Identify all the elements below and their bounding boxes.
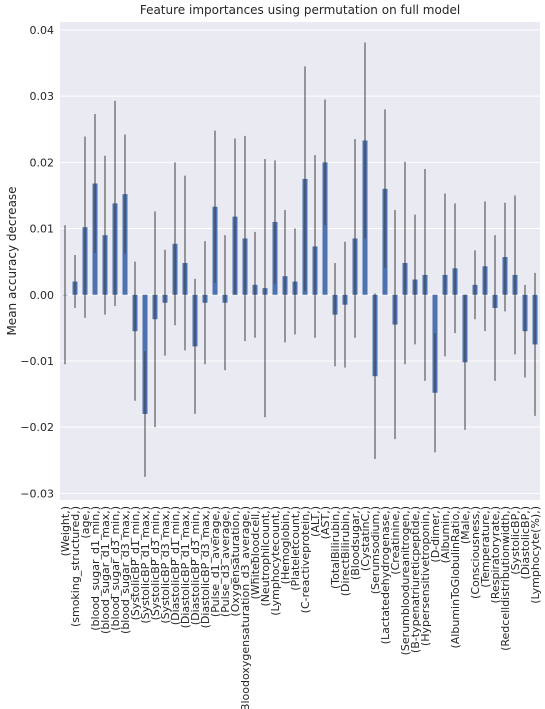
x-tick-label: (Whitebloodcell,) xyxy=(249,506,262,599)
x-tick-label: (DiastolicBP,) xyxy=(519,506,532,579)
x-tick-label: (blood_sugar_d1_min,) xyxy=(89,506,102,631)
x-tick-label: (CystatinC,) xyxy=(359,506,372,571)
x-tick-label: (Hemoglobin,) xyxy=(279,506,292,584)
x-tick-label: (Hypersensitivetroponin,) xyxy=(419,506,432,646)
x-tick-label: (Lactatedehydrogenase,) xyxy=(379,506,392,644)
x-tick-label: (blood_sugar_d3_max,) xyxy=(119,506,132,634)
x-tick-label: (ALT,) xyxy=(309,506,322,537)
x-tick-label: (Pulse_d3_average,) xyxy=(219,506,232,617)
x-tick-label: (AST,) xyxy=(319,506,332,539)
y-tick-label: −0.02 xyxy=(20,421,54,434)
x-tick-label: (Albumin,) xyxy=(439,506,452,563)
y-tick-label: −0.01 xyxy=(20,355,54,368)
x-tick-label: (Neutrophilcount,) xyxy=(259,506,272,606)
x-tick-label: (Lymphocytecount,) xyxy=(269,506,282,616)
x-tick-label: (TotalBilirubin,) xyxy=(329,506,342,589)
x-tick-label: (Bloodsugar,) xyxy=(349,506,362,580)
y-tick-label: 0.01 xyxy=(30,223,55,236)
x-tick-label: (Male,) xyxy=(459,506,472,544)
x-tick-label: (SystolicBP_d1_max,) xyxy=(139,506,152,624)
y-tick-label: 0.02 xyxy=(30,156,55,169)
x-tick-label: (Plateletcount,) xyxy=(289,506,302,591)
x-tick-label: (SystolicBP_d1_min,) xyxy=(129,506,142,620)
x-tick-label: (Redcelldistributionwidth,) xyxy=(499,506,512,651)
x-tick-label: (AlbuminToGlobulinRatio,) xyxy=(449,506,462,649)
x-tick-label: (Respiratoryrate,) xyxy=(489,506,502,603)
x-tick-label: (C-reactiveprotein,) xyxy=(299,506,312,613)
x-tick-label: (blood_sugar_d3_min,) xyxy=(109,506,122,631)
x-tick-label: (DirectBilirubin,) xyxy=(339,506,352,596)
x-tick-label: (D-dimer,) xyxy=(429,506,442,563)
x-tick-label: (Creatinine,) xyxy=(389,506,402,575)
x-tick-label: (Weight,) xyxy=(59,506,72,556)
x-tick-label: (SystolicBP_d3_max,) xyxy=(159,506,172,624)
x-tick-label: (Consciousness,) xyxy=(469,506,482,599)
x-tick-label: (DiastolicBP_d1_min,) xyxy=(169,506,182,625)
y-tick-label: 0.03 xyxy=(30,90,55,103)
x-tick-label: (smoking_structured,) xyxy=(69,506,82,627)
x-tick-label: (DiastolicBP_d1_max,) xyxy=(179,506,192,628)
x-tick-label: (DiastolicBP_d3_max,) xyxy=(199,506,212,628)
x-tick-label: (Oxygensaturation,) xyxy=(229,506,242,617)
plot-area xyxy=(60,22,540,500)
y-tick-label: 0.04 xyxy=(30,24,55,37)
x-tick-label: (Serumbloodureanitrogen,) xyxy=(399,506,412,655)
x-tick-label: (Lymphocyte(%),) xyxy=(529,506,542,604)
y-tick-label: −0.03 xyxy=(20,487,54,500)
x-tick-label: (blood_sugar_d1_max,) xyxy=(99,506,112,634)
x-tick-label: (Bloodoxygensaturation_d3_average,) xyxy=(239,506,252,709)
x-tick-label: (SystolicBP,) xyxy=(509,506,522,575)
x-tick-label: (Temperature,) xyxy=(479,506,492,588)
x-tick-label: (B-typenatriureticpeptide,) xyxy=(409,506,422,653)
x-tick-label: (Pulse_d1_average,) xyxy=(209,506,222,617)
x-tick-label: (DiastolicBP_d3_min,) xyxy=(189,506,202,625)
y-tick-label: 0.00 xyxy=(30,289,55,302)
chart-title: Feature importances using permutation on… xyxy=(140,3,460,17)
bar xyxy=(322,162,328,295)
x-tick-label: (SystolicBP_d3_min,) xyxy=(149,506,162,620)
x-tick-label: (age,) xyxy=(79,506,92,539)
x-tick-label: (Serumsodium,) xyxy=(369,506,382,594)
y-axis-label: Mean accuracy decrease xyxy=(5,186,19,335)
